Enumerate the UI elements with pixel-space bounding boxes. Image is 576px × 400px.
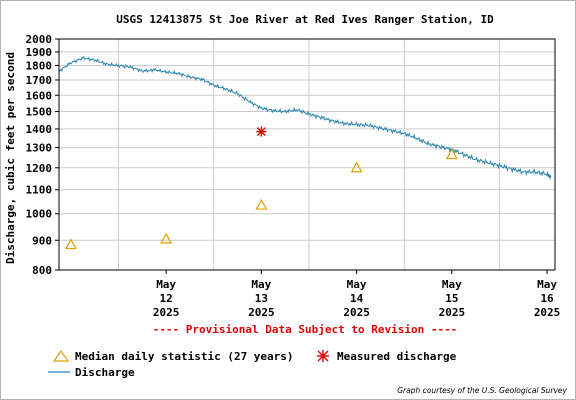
chart-title: USGS 12413875 St Joe River at Red Ives R…: [116, 13, 494, 26]
y-tick-label: 800: [32, 264, 52, 277]
x-tick-label: May: [537, 278, 557, 291]
y-tick-label: 1300: [26, 142, 53, 155]
y-tick-label: 1600: [26, 89, 53, 102]
discharge-line: [58, 55, 552, 179]
y-axis-label: Discharge, cubic feet per second: [4, 52, 17, 264]
y-tick-label: 1700: [26, 74, 53, 87]
x-tick-label: May: [251, 278, 271, 291]
x-tick-label: 2025: [343, 306, 370, 319]
plot-border: [58, 38, 556, 271]
y-tick-label: 1900: [26, 46, 53, 59]
x-tick-label: 13: [255, 292, 268, 305]
legend-measured-label: Measured discharge: [337, 350, 457, 363]
x-tick-label: 2025: [248, 306, 275, 319]
x-tick-label: 2025: [534, 306, 561, 319]
median-point: [350, 161, 363, 173]
x-tick-label: 14: [350, 292, 364, 305]
measured-point: [256, 126, 267, 137]
legend: Median daily statistic (27 years) Measur…: [48, 349, 457, 379]
median-point: [445, 148, 458, 160]
legend-discharge-label: Discharge: [75, 366, 135, 379]
y-tick-label: 1000: [26, 208, 53, 221]
series-layer: [58, 55, 552, 250]
credit-text: Graph courtesy of the U.S. Geological Su…: [397, 386, 567, 395]
x-tick-label: May: [442, 278, 462, 291]
x-tick-label: May: [156, 278, 176, 291]
median-point: [255, 198, 268, 210]
legend-median-label: Median daily statistic (27 years): [75, 350, 294, 363]
y-tick-label: 1400: [26, 123, 53, 136]
x-tick-label: 15: [445, 292, 458, 305]
x-tick-label: 2025: [439, 306, 466, 319]
x-tick-label: 12: [160, 292, 173, 305]
y-tick-label: 1200: [26, 162, 53, 175]
x-axis-ticks: May122025May132025May142025May152025May1…: [153, 270, 560, 319]
provisional-notice: ---- Provisional Data Subject to Revisio…: [153, 323, 458, 336]
x-tick-label: 2025: [153, 306, 180, 319]
y-tick-label: 900: [32, 234, 52, 247]
x-tick-label: 16: [540, 292, 554, 305]
y-tick-label: 1500: [26, 106, 53, 119]
legend-median-triangle-icon: [52, 349, 70, 362]
x-tick-label: May: [347, 278, 367, 291]
legend-measured-star-icon: [317, 350, 329, 362]
grid: [59, 38, 555, 271]
median-point: [160, 232, 173, 244]
y-tick-label: 1100: [26, 184, 53, 197]
median-point: [64, 238, 77, 250]
y-tick-label: 2000: [26, 33, 53, 46]
y-tick-label: 1800: [26, 60, 53, 73]
